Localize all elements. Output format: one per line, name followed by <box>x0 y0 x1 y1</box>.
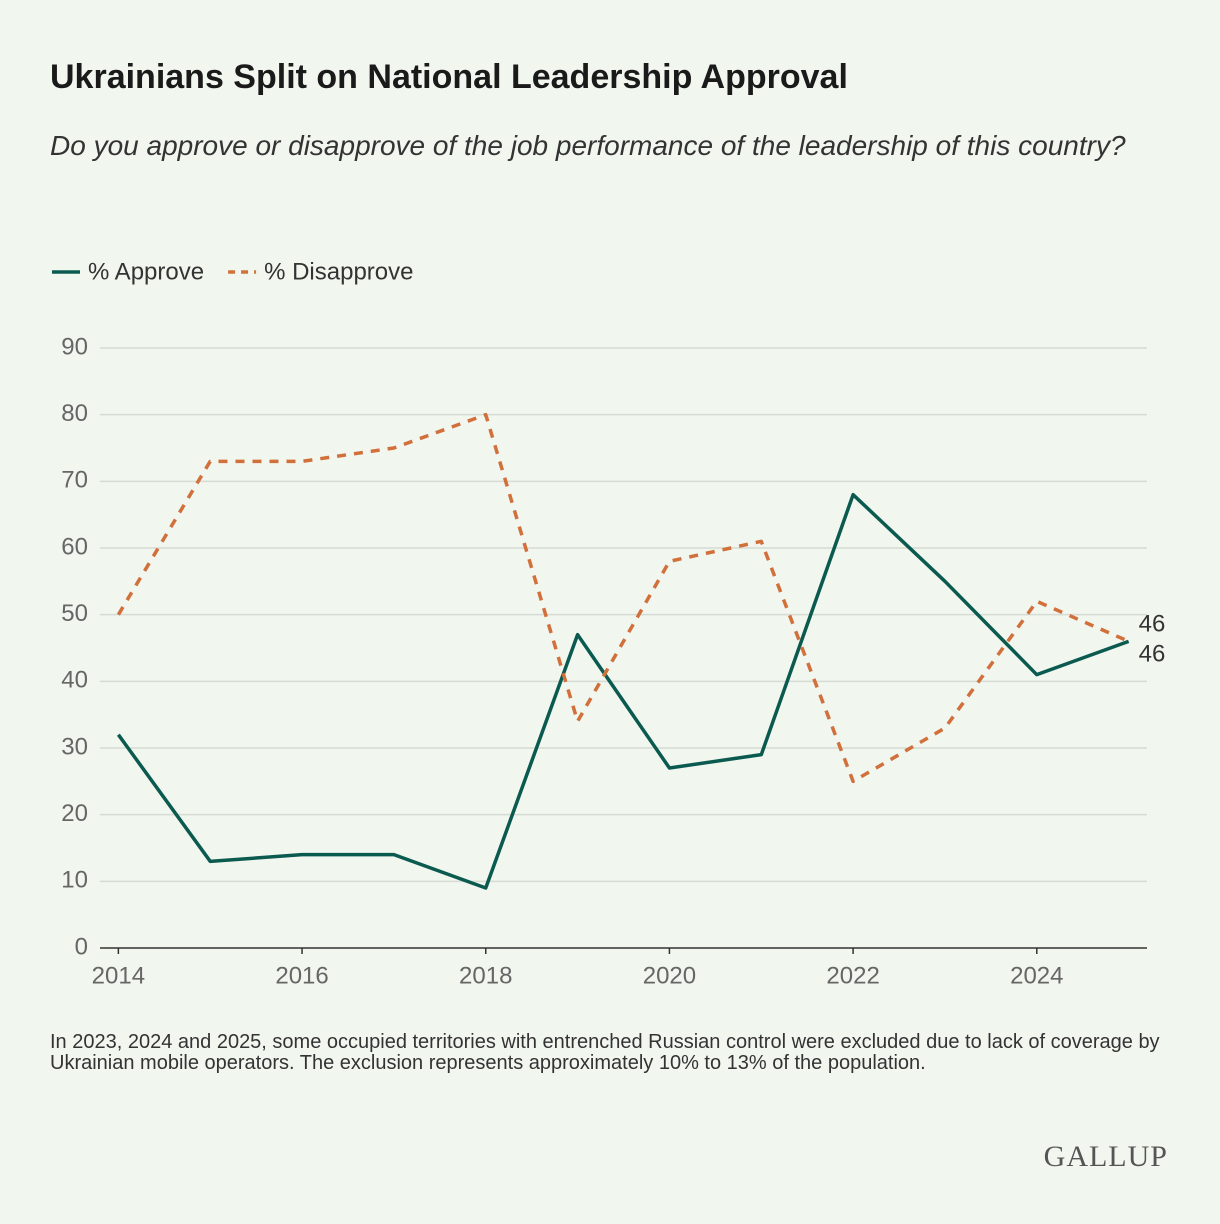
end-value-label: 46 <box>1139 611 1166 638</box>
y-tick-label: 80 <box>61 400 88 427</box>
footnote: In 2023, 2024 and 2025, some occupied te… <box>50 1031 1160 1074</box>
x-tick-label: 2018 <box>459 962 512 989</box>
legend-label: % Approve <box>88 258 204 285</box>
y-tick-label: 30 <box>61 733 88 760</box>
y-tick-label: 90 <box>61 333 88 360</box>
end-value-label: 46 <box>1139 641 1166 668</box>
y-tick-label: 60 <box>61 533 88 560</box>
legend-label: % Disapprove <box>264 258 413 285</box>
y-tick-label: 40 <box>61 667 88 694</box>
y-tick-label: 10 <box>61 867 88 894</box>
x-tick-label: 2022 <box>826 962 879 989</box>
series-line <box>116 412 1130 784</box>
x-tick-label: 2016 <box>275 962 328 989</box>
x-tick-label: 2014 <box>92 962 145 989</box>
chart-subtitle: Do you approve or disapprove of the job … <box>50 130 1126 161</box>
chart: 0 10 20 30 40 50 60 70 80 90 2014 2016 2018 2020 2022 2… <box>52 258 1166 989</box>
chart-title: Ukrainians Split on National Leadership … <box>50 58 848 96</box>
y-tick-label: 50 <box>61 600 88 627</box>
series-line <box>116 492 1130 890</box>
source-logo: GALLUP <box>1043 1140 1168 1173</box>
x-tick-label: 2024 <box>1010 962 1063 989</box>
y-tick-label: 20 <box>61 800 88 827</box>
x-tick-label: 2020 <box>643 962 696 989</box>
y-tick-label: 0 <box>75 933 88 960</box>
y-tick-label: 70 <box>61 467 88 494</box>
